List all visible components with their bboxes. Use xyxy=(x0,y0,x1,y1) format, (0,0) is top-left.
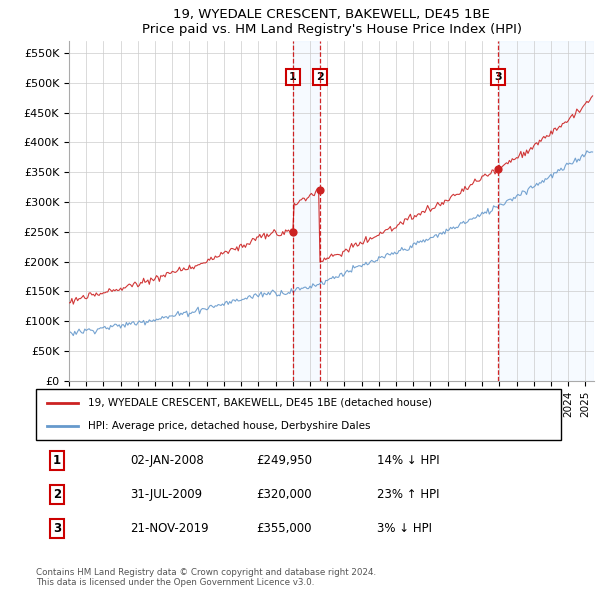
Text: 2: 2 xyxy=(53,487,61,501)
Text: £320,000: £320,000 xyxy=(257,487,312,501)
Text: 14% ↓ HPI: 14% ↓ HPI xyxy=(377,454,440,467)
Text: 1: 1 xyxy=(53,454,61,467)
Point xyxy=(493,165,503,174)
Bar xyxy=(498,41,594,381)
FancyBboxPatch shape xyxy=(36,389,561,440)
Text: 3% ↓ HPI: 3% ↓ HPI xyxy=(377,522,432,535)
Text: Contains HM Land Registry data © Crown copyright and database right 2024.
This d: Contains HM Land Registry data © Crown c… xyxy=(36,568,376,587)
Text: 3: 3 xyxy=(53,522,61,535)
Text: 21-NOV-2019: 21-NOV-2019 xyxy=(131,522,209,535)
Text: 23% ↑ HPI: 23% ↑ HPI xyxy=(377,487,440,501)
Text: 3: 3 xyxy=(494,72,502,82)
Text: 02-JAN-2008: 02-JAN-2008 xyxy=(131,454,204,467)
Text: £355,000: £355,000 xyxy=(257,522,312,535)
Text: 19, WYEDALE CRESCENT, BAKEWELL, DE45 1BE (detached house): 19, WYEDALE CRESCENT, BAKEWELL, DE45 1BE… xyxy=(89,398,433,408)
Text: 1: 1 xyxy=(289,72,297,82)
Text: HPI: Average price, detached house, Derbyshire Dales: HPI: Average price, detached house, Derb… xyxy=(89,421,371,431)
Text: 2: 2 xyxy=(316,72,324,82)
Bar xyxy=(293,41,320,381)
Text: 31-JUL-2009: 31-JUL-2009 xyxy=(131,487,203,501)
Point xyxy=(315,185,325,195)
Point xyxy=(288,227,298,237)
Text: £249,950: £249,950 xyxy=(257,454,313,467)
Title: 19, WYEDALE CRESCENT, BAKEWELL, DE45 1BE
Price paid vs. HM Land Registry's House: 19, WYEDALE CRESCENT, BAKEWELL, DE45 1BE… xyxy=(142,8,521,36)
